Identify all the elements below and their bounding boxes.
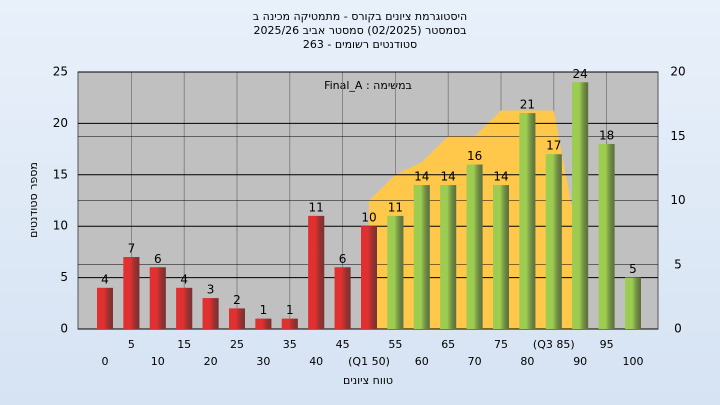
- bar-shade: [229, 308, 245, 329]
- annotation: Final_A : במשימה: [324, 79, 412, 92]
- bar-shade: [625, 277, 641, 329]
- x-tick-label: 15: [177, 338, 191, 351]
- value-label: 14: [493, 170, 508, 184]
- y-tick-label: 0: [60, 322, 68, 336]
- x-tick-label: 95: [600, 338, 614, 351]
- value-label: 1: [286, 303, 294, 317]
- bar-shade: [493, 185, 509, 329]
- value-label: 4: [101, 272, 109, 286]
- y-tick-label: 10: [53, 219, 68, 233]
- value-label: 11: [309, 200, 324, 214]
- y2-tick-label: 20: [670, 65, 685, 79]
- y2-tick-label: 10: [670, 193, 685, 207]
- x-tick-label: 90: [573, 355, 587, 368]
- bar-shade: [123, 257, 140, 329]
- chart-title: 263 - סטודנטים רשומים: [303, 38, 417, 51]
- x-tick-label: 0: [102, 355, 109, 368]
- value-label: 2: [233, 293, 241, 307]
- y2-tick-label: 15: [670, 129, 685, 143]
- y-tick-label: 5: [60, 270, 68, 284]
- x-tick-label: 30: [256, 355, 270, 368]
- value-label: 24: [573, 67, 588, 81]
- bar-shade: [598, 143, 615, 329]
- bar-shade: [176, 287, 193, 329]
- bar-shade: [149, 267, 166, 329]
- x-tick-label: 10: [151, 355, 165, 368]
- value-label: 14: [414, 170, 429, 184]
- x-tick-label: 80: [520, 355, 534, 368]
- x-tick-label: 55: [388, 338, 402, 351]
- bar-shade: [255, 318, 272, 329]
- y-tick-label: 15: [53, 167, 68, 181]
- bar-shade: [413, 185, 430, 329]
- x-tick-label: 5: [128, 338, 135, 351]
- x-tick-label: 45: [336, 338, 350, 351]
- bar-shade: [572, 82, 589, 329]
- bar-shade: [519, 113, 536, 330]
- value-label: 6: [154, 252, 162, 266]
- value-label: 6: [339, 252, 347, 266]
- value-label: 16: [467, 149, 482, 163]
- bar-shade: [308, 215, 325, 329]
- x-axis-label: טווח ציונים: [343, 374, 393, 387]
- bar-shade: [387, 215, 404, 329]
- value-label: 21: [520, 98, 535, 112]
- bar-shade: [440, 185, 457, 329]
- y-axis-label: מספר סטודנטים: [27, 162, 40, 238]
- x-tick-label: (Q3 85): [533, 338, 575, 351]
- x-tick-label: 70: [468, 355, 482, 368]
- y-tick-label: 20: [53, 116, 68, 130]
- value-label: 18: [599, 128, 614, 142]
- value-label: 10: [361, 211, 376, 225]
- value-label: 3: [207, 283, 215, 297]
- value-label: 1: [260, 303, 268, 317]
- x-tick-label: 100: [623, 355, 644, 368]
- value-label: 7: [128, 242, 136, 256]
- y2-tick-label: 0: [674, 322, 682, 336]
- x-tick-label: 35: [283, 338, 297, 351]
- value-label: 5: [629, 262, 637, 276]
- bar-shade: [281, 318, 298, 329]
- bar-shade: [361, 226, 377, 329]
- bar-shade: [202, 298, 219, 329]
- value-label: 4: [180, 272, 188, 286]
- y2-tick-label: 5: [674, 257, 682, 271]
- x-tick-label: 40: [309, 355, 323, 368]
- chart-title: בסמסטר (02/2025) סמסטר אביב 2025/26: [253, 24, 466, 37]
- bar-shade: [334, 267, 351, 329]
- x-tick-label: 60: [415, 355, 429, 368]
- x-tick-label: 65: [441, 338, 455, 351]
- x-tick-label: 75: [494, 338, 508, 351]
- x-tick-label: 20: [204, 355, 218, 368]
- bar-shade: [466, 164, 483, 329]
- bar-shade: [97, 287, 113, 329]
- x-tick-label: (Q1 50): [348, 355, 390, 368]
- value-label: 14: [441, 170, 456, 184]
- chart-title: היסטוגרמת ציונים בקורס - מתמטיקה מכינה ב: [253, 10, 467, 23]
- y-tick-label: 25: [53, 65, 68, 79]
- x-tick-label: 25: [230, 338, 244, 351]
- value-label: 11: [388, 200, 403, 214]
- bar-shade: [545, 154, 562, 329]
- value-label: 17: [546, 139, 561, 153]
